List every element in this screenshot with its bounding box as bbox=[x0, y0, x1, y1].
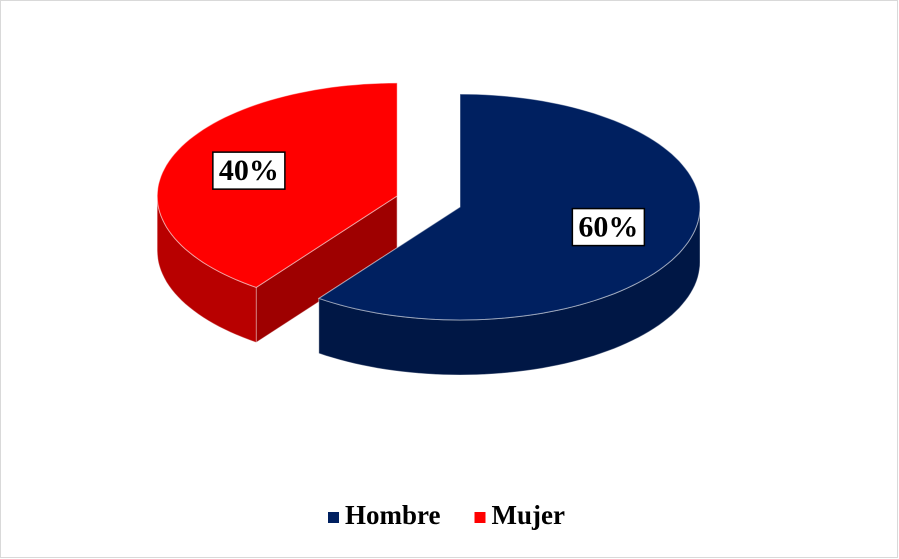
slice bbox=[317, 93, 701, 321]
data-label-box bbox=[571, 207, 646, 247]
legend-label: Hombre bbox=[345, 500, 441, 530]
data-label: 40% bbox=[219, 154, 279, 187]
data-label: 60% bbox=[578, 211, 638, 244]
legend-label: Mujer bbox=[492, 500, 565, 530]
legend-swatch bbox=[474, 512, 486, 523]
legend-swatch bbox=[328, 512, 339, 523]
data-label-box bbox=[212, 151, 286, 190]
